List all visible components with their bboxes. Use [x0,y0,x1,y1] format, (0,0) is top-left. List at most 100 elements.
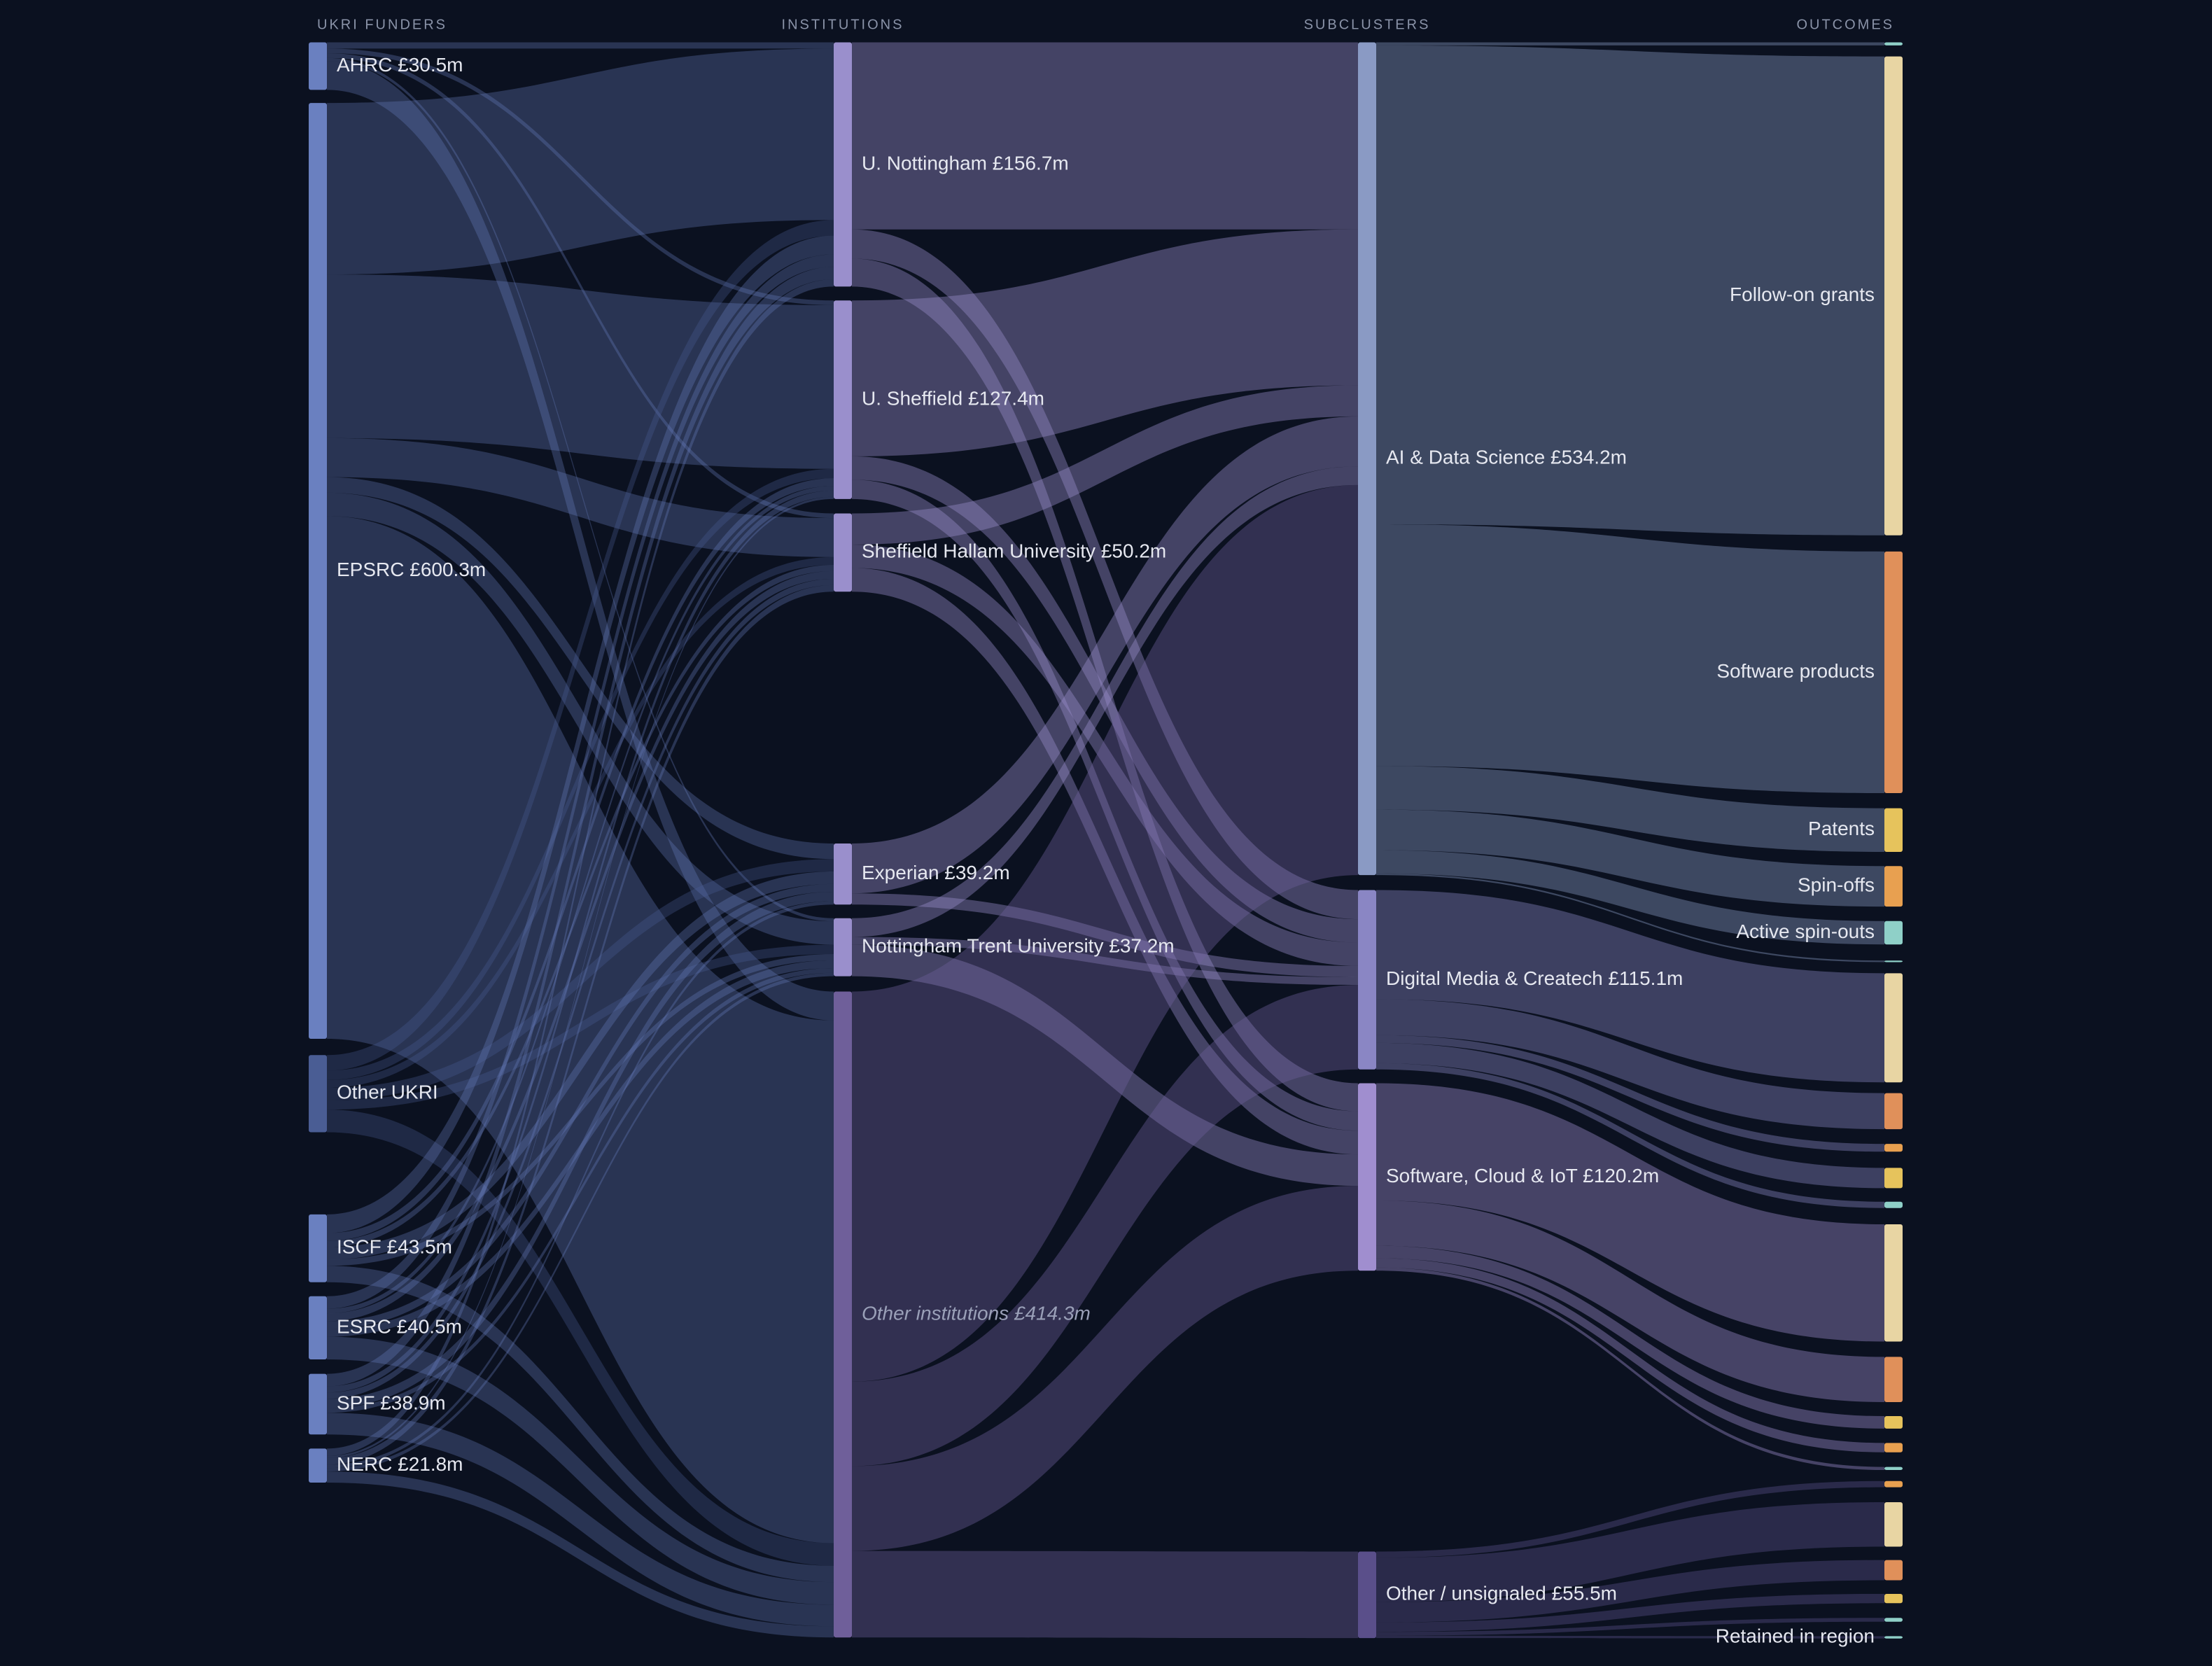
node [309,1448,327,1483]
node [1358,890,1376,1070]
node [834,300,852,499]
flow-link [1376,1258,1884,1452]
node [1884,1144,1903,1152]
node [1884,551,1903,794]
flow-link [852,944,1358,1186]
flow-link [327,220,834,1071]
node [309,42,327,90]
flow-link [327,564,834,1247]
flow-link [852,1550,1358,1639]
flow-link [327,584,834,1465]
flow-link [852,466,1358,937]
node [834,843,852,905]
node-label: Spin-offs [1798,874,1875,896]
flow-link [327,859,834,1100]
node [1884,960,1903,962]
flow-link [852,229,1358,920]
node-label: Software, Cloud & IoT £120.2m [1386,1165,1659,1186]
column-header: INSTITUTIONS [782,17,904,32]
flow-link [327,492,834,945]
node-label: AI & Data Science £534.2m [1386,447,1627,468]
flow-link [1376,1200,1884,1403]
flow-link [327,944,834,1110]
node-label: Software products [1716,660,1875,682]
node [1358,1551,1376,1639]
flow-link [327,1413,834,1627]
flow-link [327,1110,834,1566]
node-label: Retained in region [1716,1625,1875,1646]
node-label: Follow-on grants [1730,284,1875,305]
flow-link [1376,1560,1884,1623]
node [1884,1560,1903,1581]
flow-link [1376,1245,1884,1429]
node [1884,1636,1903,1639]
flow-link [1376,45,1884,536]
flow-link [1376,42,1884,46]
node [1884,1093,1903,1130]
flow-link [327,578,834,1399]
node [1358,1083,1376,1271]
flow-link [327,42,834,49]
node [1884,808,1903,852]
flow-link [852,258,1358,1112]
column-header: OUTCOMES [1796,17,1894,32]
flow-link [1376,809,1884,907]
links [327,42,1884,1639]
flow-link [327,61,834,1021]
flow-link [327,968,834,1413]
flow-link [852,893,1358,977]
flow-link [852,545,1358,966]
column-header: SUBCLUSTERS [1304,17,1431,32]
flow-link [852,229,1358,456]
flow-link [327,468,834,1080]
node-label: NERC £21.8m [337,1453,463,1475]
node [834,918,852,976]
flow-link [1376,524,1884,794]
flow-link [327,1336,834,1605]
flow-link [1376,850,1884,945]
flow-link [1376,1267,1884,1471]
flow-link [327,438,834,557]
node [1884,1357,1903,1403]
flow-link [327,477,834,860]
node [1884,1168,1903,1189]
flow-link [327,235,834,1233]
node [1884,1224,1903,1342]
node-label: EPSRC £600.3m [337,559,486,580]
node [1884,1618,1903,1622]
node-label: ISCF £43.5m [337,1236,452,1258]
node-label: Patents [1808,818,1875,839]
flow-link [852,416,1358,894]
flow-link [1376,1618,1884,1636]
node [834,513,852,592]
node [1884,920,1903,945]
flow-link [327,496,834,1458]
node [309,1296,327,1359]
flow-link [852,479,1358,1131]
node [309,1214,327,1282]
flow-link [327,57,834,922]
node-label: Active spin-outs [1736,920,1875,942]
node-label: Other / unsignaled £55.5m [1386,1583,1617,1604]
flow-link [852,937,1358,986]
flow-link [327,883,834,1329]
flow-link [1376,766,1884,852]
flow-link [327,267,834,1387]
flow-link [852,42,1358,230]
node [1884,42,1903,46]
node [1358,42,1376,876]
flow-link [1376,1035,1884,1152]
flow-link [327,556,834,1088]
node [1884,1443,1903,1452]
flow-link [327,960,834,1337]
flow-link [327,254,834,1309]
flow-link [327,486,834,1314]
flow-link [1376,1502,1884,1602]
flow-link [327,972,834,1472]
node [1884,1466,1903,1471]
flow-link [327,901,834,1469]
column-header: UKRI FUNDERS [317,17,447,32]
flow-link [852,985,1358,1466]
flow-link [852,1186,1358,1551]
